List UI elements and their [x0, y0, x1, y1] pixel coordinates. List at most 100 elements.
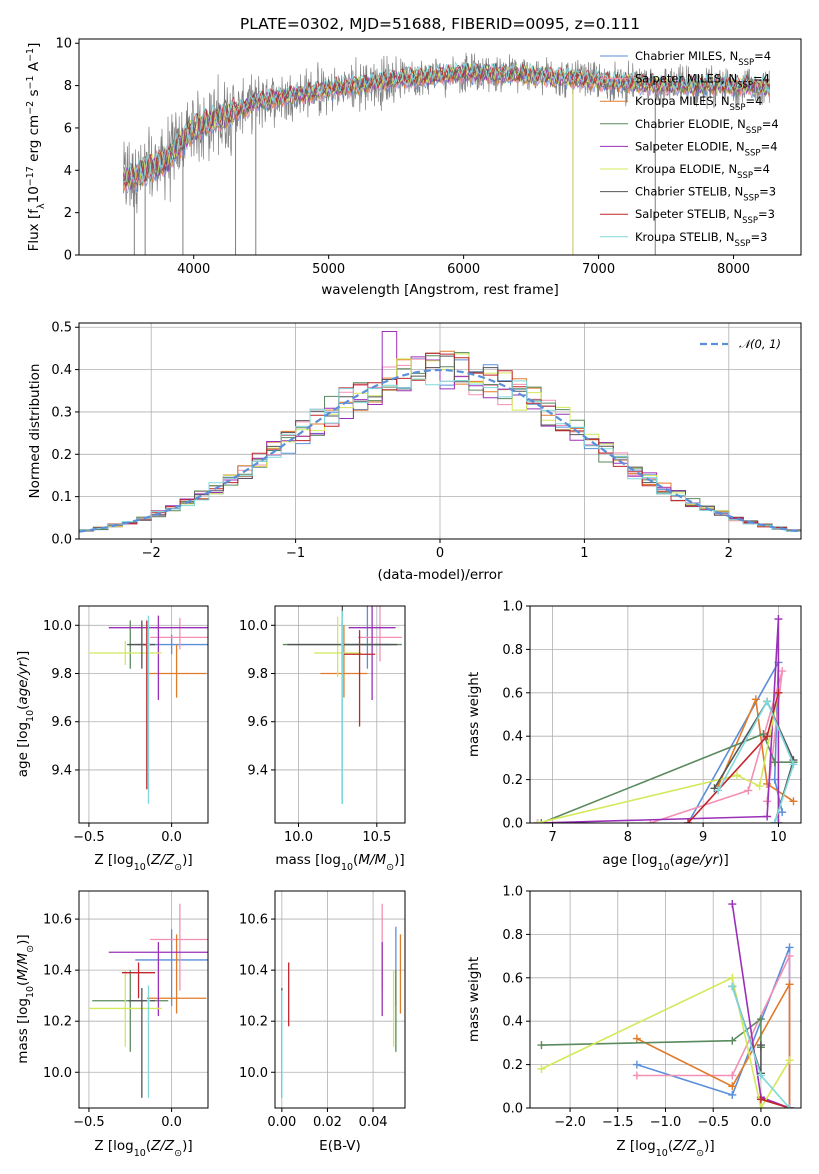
- x-tick-label: 7: [548, 830, 556, 845]
- weight-marker: [778, 667, 787, 676]
- age-vs-metallicity-panel: −0.5 0.0 9.4 9.6 9.8 10.0 Z [log10(Z/Z⊙)] age […: [15, 605, 209, 873]
- y-tick-label: 1.0: [502, 885, 523, 900]
- weight-marker: [755, 782, 764, 791]
- weight-marker: [751, 695, 760, 704]
- weight-marker: [632, 1034, 641, 1043]
- model-spectrum-line: [123, 61, 771, 183]
- y-tick-label: 4: [64, 164, 72, 179]
- y-tick-label: 10.4: [43, 964, 72, 979]
- axes-frame: [78, 38, 802, 256]
- x-tick-label: 8000: [717, 262, 750, 277]
- y-tick-label: 0.6: [502, 686, 523, 701]
- weight-line: [760, 1098, 790, 1108]
- weight-marker: [785, 943, 794, 952]
- y-tick-label: 0: [64, 249, 72, 264]
- normal-curve: [79, 368, 801, 533]
- weight-marker: [770, 758, 779, 767]
- y-tick-label: 0.2: [51, 448, 72, 463]
- y-tick-label: 9.4: [51, 763, 72, 778]
- axes-frame: [78, 890, 209, 1109]
- residual-histogram: [79, 355, 801, 532]
- x-tick-label: 7000: [582, 262, 615, 277]
- x-tick-label: 0.00: [267, 1115, 296, 1130]
- legend-label: Chabrier ELODIE, NSSP=4: [635, 117, 779, 136]
- weight-marker: [537, 1064, 546, 1073]
- y-tick-label: 0.4: [502, 1015, 523, 1030]
- y-tick-label: 9.4: [247, 763, 268, 778]
- x-tick-label: 2: [725, 546, 733, 561]
- weight-marker: [728, 900, 737, 909]
- y-tick-label: 0.0: [502, 817, 523, 832]
- weight-marker: [728, 973, 737, 982]
- weight-marker: [756, 1041, 765, 1050]
- plot-area: [88, 903, 208, 1098]
- x-tick-label: 5000: [312, 262, 345, 277]
- x-axis-label: mass [log10(M/M⊙)]: [275, 852, 404, 873]
- weight-marker: [756, 1104, 765, 1108]
- x-tick-label: −0.5: [697, 1115, 729, 1130]
- age-vs-mass-panel: 10.0 10.5 9.4 9.6 9.8 10.0 mass [log10(M/M⊙)]: [239, 605, 406, 873]
- weight-marker: [785, 1056, 794, 1065]
- weight-marker: [763, 697, 772, 706]
- plot-area: [282, 606, 402, 804]
- y-tick-label: 10.0: [239, 619, 268, 634]
- x-tick-label: 0.02: [313, 1115, 342, 1130]
- x-tick-label: −1.0: [650, 1115, 682, 1130]
- x-tick-label: −0.5: [73, 1115, 105, 1130]
- y-tick-label: 0.8: [502, 928, 523, 943]
- weight-marker: [537, 819, 546, 823]
- legend-label: Chabrier MILES, NSSP=4: [635, 49, 771, 68]
- weight-marker: [728, 1090, 737, 1099]
- axes-frame: [274, 605, 406, 824]
- weight-line: [541, 732, 794, 823]
- axes-frame: [78, 322, 802, 540]
- plot-area: [533, 615, 798, 823]
- x-tick-label: −1.5: [602, 1115, 634, 1130]
- y-tick-label: 6: [64, 121, 72, 136]
- y-tick-label: 0.2: [502, 1058, 523, 1073]
- x-tick-label: 0.0: [161, 1115, 182, 1130]
- y-tick-label: 10.0: [43, 619, 72, 634]
- y-tick-label: 9.6: [247, 715, 268, 730]
- y-tick-label: 1.0: [502, 600, 523, 615]
- legend-label: Kroupa MILES, NSSP=4: [635, 94, 762, 113]
- plot-area: [79, 331, 801, 533]
- y-tick-label: 0.0: [51, 533, 72, 548]
- y-tick-label: 10.2: [43, 1015, 72, 1030]
- weight-marker: [684, 819, 693, 823]
- x-axis-label: Z [log10(Z/Z⊙)]: [94, 852, 192, 873]
- y-tick-label: 10.6: [43, 913, 72, 928]
- y-tick-label: 10.0: [239, 1066, 268, 1081]
- y-tick-label: 9.6: [51, 715, 72, 730]
- weight-marker: [789, 760, 798, 769]
- y-tick-label: 9.8: [247, 667, 268, 682]
- y-tick-label: 0.2: [502, 773, 523, 788]
- weight-line: [541, 976, 791, 1108]
- axes-frame: [274, 890, 406, 1109]
- weight-line: [537, 692, 780, 823]
- weight-marker: [774, 819, 783, 823]
- legend-label: Chabrier STELIB, NSSP=3: [635, 185, 776, 204]
- y-tick-label: 2: [64, 206, 72, 221]
- residual-histogram: [79, 352, 801, 532]
- legend-label: Salpeter STELIB, NSSP=3: [635, 207, 775, 226]
- x-tick-label: 10.0: [284, 830, 313, 845]
- y-tick-label: 0.5: [51, 321, 72, 336]
- weight-marker: [756, 1071, 765, 1080]
- weight-marker: [632, 1071, 641, 1080]
- y-axis-label: mass weight: [466, 672, 482, 757]
- x-tick-label: 10.5: [362, 830, 391, 845]
- weight-line: [717, 699, 795, 823]
- weight-marker: [785, 1104, 794, 1108]
- y-tick-label: 0.4: [502, 730, 523, 745]
- weight-marker: [770, 775, 779, 784]
- x-tick-label: −1: [286, 546, 305, 561]
- x-axis-label: E(B-V): [319, 1138, 361, 1154]
- x-tick-label: 4000: [177, 262, 210, 277]
- plot-area: [123, 52, 771, 255]
- weight-marker: [756, 1015, 765, 1024]
- weight-marker: [763, 779, 772, 788]
- axes-frame: [529, 605, 802, 824]
- y-axis-label: Flux [fλ10−17 erg cm−2 s−1 A−1]: [25, 43, 47, 252]
